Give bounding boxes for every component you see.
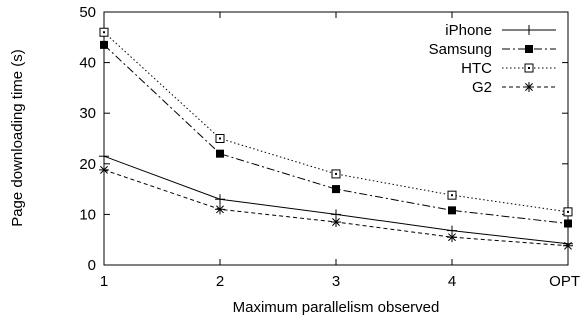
x-tick-label: 4 [448, 273, 456, 290]
marker-dot [451, 194, 453, 197]
data-point-htc [99, 27, 109, 37]
marker-d2 [448, 233, 456, 242]
series-htc [99, 27, 573, 217]
x-tick-label: 1 [100, 273, 108, 290]
marker-square [216, 149, 224, 158]
data-point-samsung [216, 149, 224, 158]
series-line-htc [103, 31, 569, 213]
marker-square [332, 185, 340, 194]
marker-square [100, 40, 108, 49]
y-axis-title: Page downloading time (s) [9, 49, 26, 227]
series-line-samsung [103, 44, 569, 225]
legend-label-g2: G2 [472, 79, 492, 96]
marker-d2 [564, 241, 572, 250]
legend-label-samsung: Samsung [429, 41, 492, 58]
y-tick-label: 50 [79, 4, 96, 21]
marker-dot [103, 31, 105, 34]
x-tick-label: 2 [216, 273, 224, 290]
marker-d2 [332, 218, 340, 226]
marker-d2 [100, 165, 108, 174]
data-point-htc [331, 169, 341, 179]
marker-square [525, 45, 533, 53]
y-tick-label: 0 [88, 257, 96, 274]
y-tick-label: 20 [79, 156, 96, 173]
marker-square [564, 219, 572, 228]
legend-marker-g2 [524, 82, 534, 92]
series-g2 [99, 164, 573, 251]
data-point-samsung [564, 219, 572, 228]
y-tick-label: 40 [79, 55, 96, 72]
legend-label-iphone: iPhone [445, 22, 492, 39]
data-point-samsung [332, 185, 340, 194]
data-point-g2 [215, 204, 225, 215]
x-tick-label: 3 [332, 273, 340, 290]
plot-frame [103, 11, 569, 266]
x-axis-title: Maximum parallelism observed [233, 299, 440, 316]
data-point-g2 [99, 164, 109, 175]
legend: iPhone Samsung HTC G2 [429, 22, 556, 96]
legend-marker-htc [524, 63, 534, 73]
data-point-iphone [215, 194, 225, 205]
marker-dot [219, 137, 221, 140]
data-point-htc [447, 190, 457, 200]
series-samsung [100, 40, 572, 228]
series-iphone [99, 151, 573, 249]
data-point-samsung [100, 40, 108, 49]
data-point-samsung [448, 206, 456, 215]
series-line-iphone [103, 155, 569, 245]
legend-marker-samsung [525, 45, 533, 53]
series-line-g2 [103, 169, 569, 247]
series-layer [99, 27, 573, 251]
y-tick-label: 10 [79, 206, 96, 223]
legend-marker-iphone [524, 25, 534, 35]
legend-label-htc: HTC [461, 60, 492, 77]
x-tick-label: OPT [549, 273, 580, 290]
data-point-htc [215, 134, 225, 143]
marker-square [448, 206, 456, 215]
marker-d2 [525, 83, 533, 91]
data-point-g2 [447, 232, 457, 243]
data-point-iphone [99, 151, 109, 162]
data-point-g2 [331, 216, 341, 227]
y-tick-label: 30 [79, 105, 96, 122]
marker-dot [567, 210, 569, 213]
marker-d2 [216, 205, 224, 214]
marker-dot [528, 67, 530, 69]
marker-dot [335, 172, 337, 175]
data-point-htc [563, 207, 573, 217]
data-point-g2 [563, 240, 573, 251]
axis-ticks: 0 10 20 30 40 50 1 2 3 4 OPT [79, 4, 580, 290]
